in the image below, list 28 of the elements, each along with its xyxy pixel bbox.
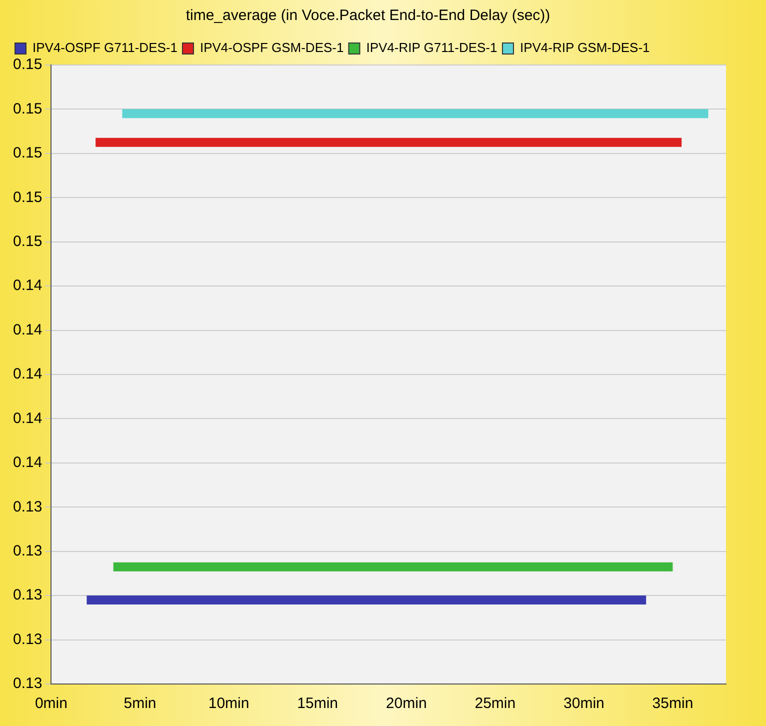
y-tick-label: 0.15	[12, 56, 42, 74]
legend-label: IPV4-RIP G711-DES-1	[366, 40, 498, 56]
y-tick-label: 0.13	[12, 675, 42, 692]
y-tick-label: 0.14	[12, 454, 42, 472]
x-tick-label: 5min	[124, 695, 156, 712]
x-tick-label: 15min	[297, 695, 338, 712]
legend-label: IPV4-OSPF G711-DES-1	[32, 40, 178, 56]
legend-label: IPV4-OSPF GSM-DES-1	[200, 40, 344, 56]
y-tick-label: 0.13	[12, 630, 42, 648]
y-tick-label: 0.15	[12, 188, 42, 206]
x-tick-label: 20min	[386, 695, 427, 712]
y-tick-label: 0.13	[12, 542, 42, 560]
x-tick-label: 10min	[208, 695, 250, 712]
x-tick-label: 25min	[474, 695, 516, 712]
y-tick-label: 0.14	[12, 321, 42, 338]
y-tick-label: 0.15	[12, 100, 42, 118]
x-tick-label: 30min	[564, 695, 604, 712]
y-tick-label: 0.15	[12, 144, 42, 162]
chart-title: time_average (in Voce.Packet End-to-End Delay (sec))	[186, 7, 550, 24]
x-tick-label: 0min	[34, 695, 68, 712]
y-tick-label: 0.14	[12, 366, 42, 383]
y-tick-label: 0.14	[12, 277, 42, 294]
y-tick-label: 0.15	[12, 233, 42, 250]
x-tick-label: 35min	[652, 695, 694, 712]
y-tick-label: 0.13	[12, 586, 42, 604]
legend-label: IPV4-RIP GSM-DES-1	[520, 40, 650, 56]
y-tick-label: 0.14	[12, 410, 42, 427]
y-tick-label: 0.13	[12, 498, 42, 516]
